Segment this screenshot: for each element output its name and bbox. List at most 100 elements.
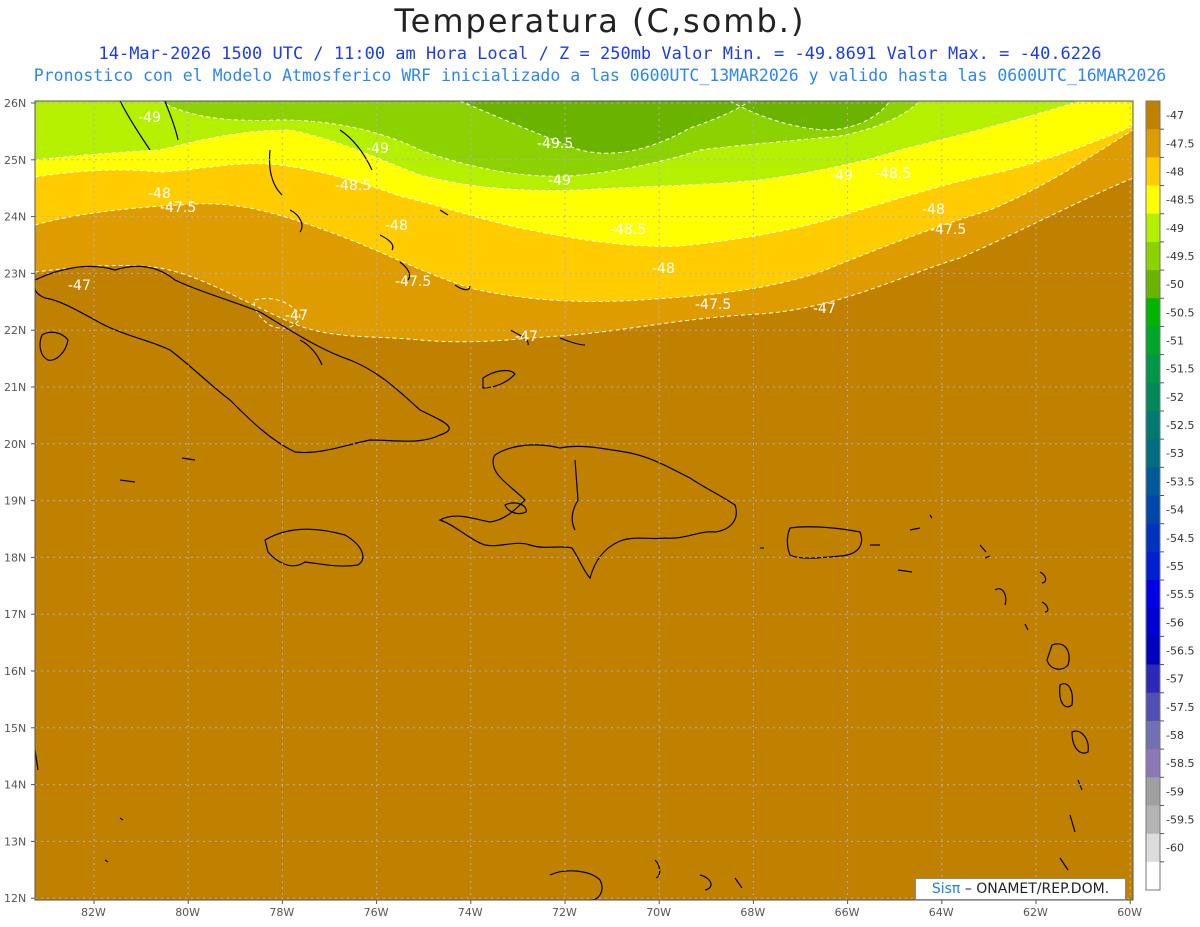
lat-tick-label: 15N [4,722,26,735]
colorbar-swatch [1146,439,1160,468]
contour-label-group: -49-49 -49.5-49 -49 -48.5-48.5-48-47.5-48 -4… [68,110,966,345]
lon-tick-label: 74W [458,906,483,919]
lat-tick-label: 19N [4,495,26,508]
colorbar-swatch [1146,749,1160,778]
colorbar-label: -59 [1166,785,1184,798]
contour-label: -47.5 [930,222,966,238]
contour-label: -48 [922,202,945,218]
colorbar-swatch [1146,241,1160,271]
lat-tick-label: 26N [4,97,26,110]
subtitle-valid-time: 14-Mar-2026 1500 UTC / 11:00 am Hora Loc… [98,44,1102,64]
lat-tick-label: 12N [4,892,26,905]
contour-label: -48 [148,186,171,202]
credit-text: – ONAMET/REP.DOM. [964,881,1110,897]
colorbar-swatch [1146,664,1160,694]
lon-tick-label: 72W [552,906,577,919]
colorbar-swatch [1146,636,1160,666]
colorbar-label: -57 [1166,673,1184,686]
colorbar-swatch [1146,720,1160,750]
colorbar-label: -56 [1166,616,1184,629]
colorbar-label: -49.5 [1166,250,1194,263]
colorbar-label: -47 [1166,109,1184,122]
contour-lines [35,101,1133,343]
colorbar-label: -56.5 [1166,644,1194,657]
lon-tick-label: 66W [835,906,860,919]
contour-label: -49 [366,141,389,157]
colorbar-swatch [1146,382,1160,412]
colorbar-label: -52 [1166,391,1184,404]
lon-gridlines [93,101,1131,900]
colorbar-swatch [1146,523,1160,553]
lat-tick-label: 16N [4,665,26,678]
colorbar-label: -57.5 [1166,701,1194,714]
colorbar-label: -53.5 [1166,475,1194,488]
colorbar-label: -49 [1166,222,1184,235]
temperature-shading [35,101,1133,900]
colorbar-label: -50 [1166,278,1184,291]
lat-tick-label: 21N [4,381,26,394]
colorbar-swatch [1146,692,1160,722]
colorbar-swatch [1146,410,1160,440]
chart-title: Temperatura (C,somb.) [394,2,806,40]
lat-tick-label: 14N [4,779,26,792]
contour-label: -47 [68,278,91,294]
colorbar-swatch [1146,326,1160,356]
colorbar-swatch [1146,805,1160,835]
colorbar-swatch [1146,354,1160,384]
contour-label: -48 [385,218,408,234]
lat-tick-label: 13N [4,835,26,848]
lat-tick-label: 25N [4,154,26,167]
band-minus50 [460,101,890,154]
lon-tick-label: 62W [1023,906,1048,919]
colorbar-label: -50.5 [1166,306,1194,319]
colorbar-label: -48 [1166,165,1184,178]
colorbar-label: -60 [1166,842,1184,855]
contour-label: -49.5 [537,136,573,152]
colorbar-label: -51.5 [1166,363,1194,376]
contour-label: -48.5 [875,166,911,182]
colorbar-label: -58.5 [1166,757,1194,770]
colorbar-label: -52.5 [1166,419,1194,432]
colorbar-swatch [1146,213,1160,243]
lon-tick-label: 80W [175,906,200,919]
credit-box: Sisπ – ONAMET/REP.DOM. [915,878,1126,900]
contour-label: -47.5 [695,297,731,313]
lon-tick-label: 60W [1117,906,1142,919]
colorbar-label: -54 [1166,504,1184,517]
lat-tick-label: 23N [4,267,26,280]
colorbar-label: -58 [1166,729,1184,742]
colorbar-swatch [1146,551,1160,581]
contour-label: -47.5 [160,200,196,216]
sispi-logo: Sisπ [931,881,961,897]
colorbar-swatch [1146,467,1160,496]
subtitle-model-run: Pronostico con el Modelo Atmosferico WRF… [33,66,1167,85]
contour-label: -48.5 [610,222,646,238]
lon-axis: 82W 80W 78W 76W 74W 72W 70W 68W 66W 64W 62W 60W [81,900,1142,919]
contour-label: -49 [548,173,571,189]
lat-tick-label: 17N [4,608,26,621]
colorbar-label: -53 [1166,447,1184,460]
colorbar-label: -59.5 [1166,814,1194,827]
contour-label: -48 [652,261,675,277]
colorbar-swatch [1146,101,1160,130]
contour-label: -48.5 [335,178,371,194]
colorbar-swatch [1146,185,1160,215]
lon-tick-label: 64W [929,906,954,919]
colorbar-swatch [1146,298,1160,327]
colorbar-label: -51 [1166,335,1184,348]
lon-tick-label: 82W [81,906,106,919]
colorbar-swatch [1146,270,1160,299]
colorbar-swatch [1146,580,1160,609]
colorbar-swatch [1146,861,1160,891]
colorbar-swatch [1146,833,1160,863]
contour-label: -49 [830,168,853,184]
lat-tick-label: 18N [4,551,26,564]
contour-label: -47 [285,308,308,324]
colorbar-swatch [1146,157,1160,187]
colorbar-label: -54.5 [1166,532,1194,545]
colorbar-swatch [1146,777,1160,806]
colorbar-label: -47.5 [1166,137,1194,150]
lat-tick-label: 22N [4,324,26,337]
colorbar-label: -48.5 [1166,194,1194,207]
